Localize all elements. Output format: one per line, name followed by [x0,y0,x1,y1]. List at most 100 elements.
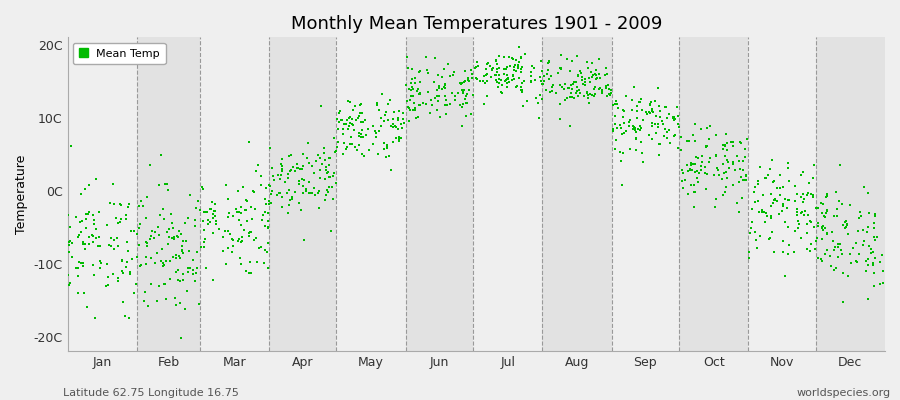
Point [86,272,101,278]
Point [595,90,609,96]
Point [459,90,473,97]
Point [532,115,546,122]
Point [789,208,804,215]
Point [263,182,277,189]
Point [515,64,529,70]
Point [74,191,88,197]
Point [216,234,230,240]
Point [752,180,766,187]
Point [160,187,175,194]
Point [320,163,334,170]
Point [419,67,434,74]
Point [768,196,782,202]
Point [549,90,563,96]
Point [666,115,680,121]
Point [767,196,781,203]
Point [322,174,337,180]
Point [750,245,764,251]
Point [469,75,483,81]
Point [103,200,117,206]
Point [90,243,104,249]
Point [839,224,853,230]
Point [257,247,272,254]
Point [242,230,256,236]
Point [574,70,589,76]
Point [78,246,93,252]
Point [598,85,613,91]
Point [219,182,233,188]
Point [709,132,724,138]
Point [609,124,624,131]
Point [800,212,814,218]
Point [866,262,880,268]
Point [626,126,641,132]
Point [153,212,167,218]
Point [86,212,100,218]
Point [608,120,622,127]
Point [297,177,311,184]
Point [509,84,524,90]
Point [600,93,615,99]
Point [367,127,382,134]
Point [405,66,419,72]
Point [403,79,418,86]
Point [323,174,338,180]
Point [323,155,338,161]
Point [418,54,433,60]
Point [106,236,121,243]
Point [127,289,141,296]
Point [312,155,327,162]
Point [660,129,674,136]
Point [181,269,195,275]
Point [709,151,724,158]
Point [600,82,615,88]
Point [676,185,690,191]
Point [717,152,732,159]
Point [649,130,663,136]
Point [221,245,236,251]
Point [143,236,157,242]
Point [661,135,675,141]
Point [161,241,176,247]
Point [182,248,196,255]
Point [780,204,795,211]
Point [565,58,580,64]
Point [514,68,528,75]
Point [814,210,829,216]
Point [455,90,470,96]
Point [699,171,714,178]
Point [154,258,168,264]
Point [635,107,650,113]
Point [104,235,118,242]
Point [748,184,762,190]
Point [717,142,732,148]
Point [571,73,585,80]
Point [329,144,344,150]
Point [200,209,214,215]
Point [125,256,140,262]
Point [763,165,778,172]
Point [667,117,681,123]
Point [393,134,408,141]
Point [862,210,877,216]
Point [157,262,171,268]
Point [266,173,280,179]
Point [578,76,592,82]
Point [622,122,636,129]
Point [776,248,790,255]
Point [709,152,724,159]
Point [244,270,258,276]
Point [197,227,211,234]
Point [500,64,514,71]
Point [700,143,715,149]
Point [61,211,76,218]
Point [804,218,818,225]
Point [119,216,133,222]
Point [834,247,849,254]
Point [744,219,759,225]
Point [337,151,351,157]
Point [626,122,640,129]
Point [175,242,189,249]
Point [630,114,644,121]
Point [590,75,605,81]
